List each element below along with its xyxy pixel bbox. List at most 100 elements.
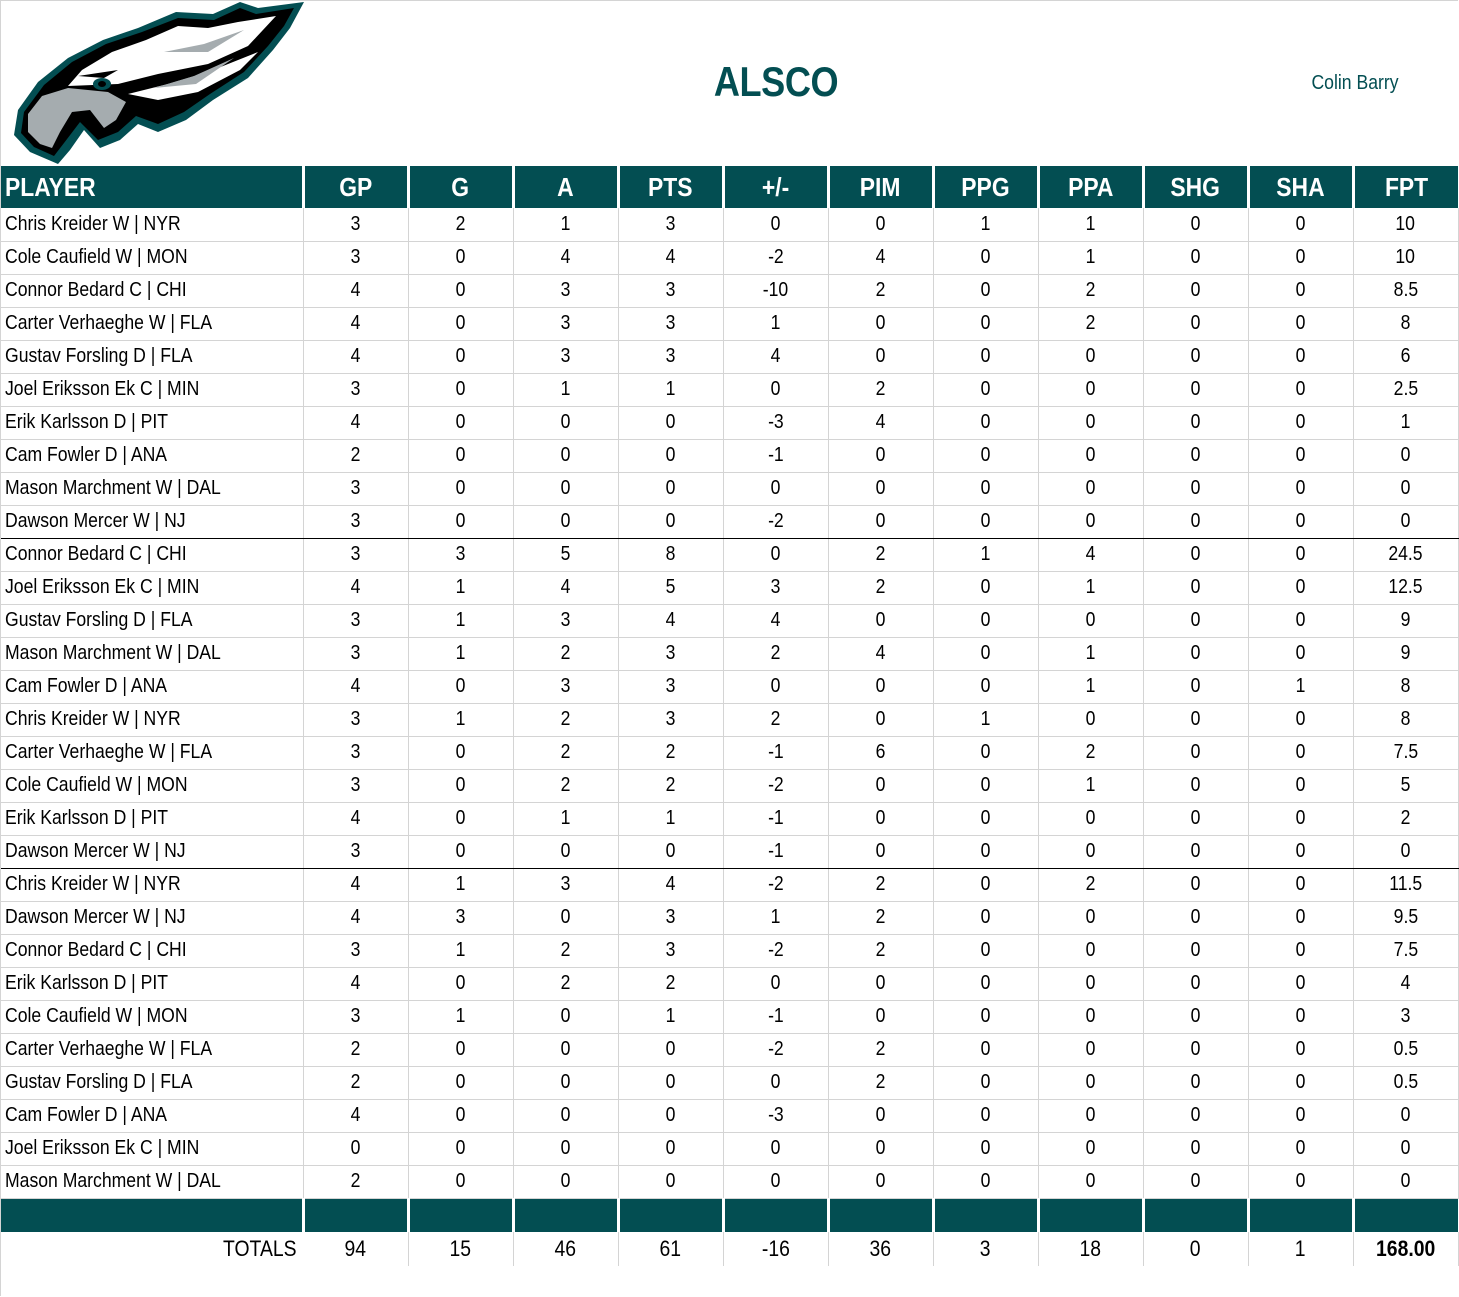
stat-value: 0 xyxy=(980,378,991,400)
cell-plus-minus: -2 xyxy=(723,934,829,968)
stat-value: -3 xyxy=(767,411,784,433)
stat-value: 0 xyxy=(875,840,886,862)
stat-value: 0.5 xyxy=(1393,1071,1418,1093)
stat-value: 0 xyxy=(560,1071,571,1093)
cell-a: 1 xyxy=(513,373,619,407)
stat-value: 0 xyxy=(1400,444,1411,466)
table-row: Mason Marchment W | DAL 2 0 0 0 0 0 0 0 0 0 0 xyxy=(1,1165,1459,1199)
cell-ppg: 0 xyxy=(933,967,1039,1001)
cell-plus-minus: 0 xyxy=(723,472,829,506)
stat-value: 0 xyxy=(665,1170,676,1192)
stat-value: 0 xyxy=(1190,807,1201,829)
stat-value: 0 xyxy=(770,1170,781,1192)
stat-value: 2 xyxy=(560,708,571,730)
cell-fpt: 1 xyxy=(1353,406,1459,440)
stat-value: 0 xyxy=(1085,1038,1096,1060)
total-value: 0 xyxy=(1190,1236,1201,1261)
total-value: 15 xyxy=(449,1236,472,1261)
stat-value: 0 xyxy=(350,1137,361,1159)
cell-ppa: 0 xyxy=(1038,967,1144,1001)
stat-value: 3 xyxy=(560,873,571,895)
cell-sha: 0 xyxy=(1248,307,1354,341)
cell-fpt: 0 xyxy=(1353,835,1459,869)
cell-fpt: 5 xyxy=(1353,769,1459,803)
stat-value: 0 xyxy=(1085,1005,1096,1027)
stat-value: 4 xyxy=(350,972,361,994)
cell-plus-minus: 0 xyxy=(723,208,829,242)
cell-ppa: 0 xyxy=(1038,934,1144,968)
total-ppg: 3 xyxy=(933,1232,1039,1266)
cell-ppg: 1 xyxy=(933,208,1039,242)
player-name: Connor Bedard C | CHI xyxy=(5,939,187,961)
stat-value: 0 xyxy=(875,444,886,466)
total-value: 36 xyxy=(869,1236,892,1261)
cell-sha: 0 xyxy=(1248,1132,1354,1166)
cell-ppa: 1 xyxy=(1038,571,1144,605)
stat-value: 2 xyxy=(875,1038,886,1060)
cell-plus-minus: -1 xyxy=(723,1000,829,1034)
column-header-ppa: PPA xyxy=(1038,166,1145,208)
cell-g: 1 xyxy=(408,934,514,968)
stat-value: 0 xyxy=(1295,279,1306,301)
stat-value: 0 xyxy=(560,1170,571,1192)
stat-value: 4 xyxy=(350,1104,361,1126)
stat-value: 2 xyxy=(770,708,781,730)
table-row: Cole Caufield W | MON 3 0 2 2 -2 0 0 1 0 0 5 xyxy=(1,769,1459,803)
cell-player: Connor Bedard C | CHI xyxy=(1,274,304,308)
stat-value: 1 xyxy=(1295,675,1306,697)
player-name: Cole Caufield W | MON xyxy=(5,246,188,268)
divider-cell xyxy=(1353,1198,1458,1232)
cell-gp: 4 xyxy=(303,274,409,308)
stat-value: 0 xyxy=(560,906,571,928)
stat-value: 3 xyxy=(560,609,571,631)
stat-value: 0 xyxy=(455,675,466,697)
stat-value: 0 xyxy=(455,444,466,466)
stat-value: 0 xyxy=(1295,345,1306,367)
stat-value: 2 xyxy=(875,939,886,961)
cell-gp: 3 xyxy=(303,934,409,968)
stat-value: 4 xyxy=(1085,543,1096,565)
stat-value: 0 xyxy=(1190,972,1201,994)
stat-value: 0 xyxy=(455,510,466,532)
stat-value: -2 xyxy=(767,939,784,961)
cell-ppg: 0 xyxy=(933,1165,1039,1199)
column-header-label: PLAYER xyxy=(5,171,96,202)
cell-g: 1 xyxy=(408,604,514,638)
stat-value: 0 xyxy=(455,741,466,763)
cell-pim: 0 xyxy=(828,472,934,506)
stat-value: 0 xyxy=(980,1005,991,1027)
player-name: Gustav Forsling D | FLA xyxy=(5,345,193,367)
cell-pim: 6 xyxy=(828,736,934,770)
cell-pim: 0 xyxy=(828,505,934,539)
cell-pts: 0 xyxy=(618,472,724,506)
cell-pts: 0 xyxy=(618,439,724,473)
cell-pim: 0 xyxy=(828,1165,934,1199)
stat-value: 3 xyxy=(455,906,466,928)
cell-a: 0 xyxy=(513,1132,619,1166)
cell-sha: 0 xyxy=(1248,373,1354,407)
cell-shg: 0 xyxy=(1143,868,1249,902)
stat-value: -1 xyxy=(767,807,784,829)
stat-value: 0 xyxy=(1190,741,1201,763)
stat-value: 0 xyxy=(1295,212,1306,235)
cell-ppa: 0 xyxy=(1038,505,1144,539)
stat-value: 0 xyxy=(455,279,466,301)
player-name: Dawson Mercer W | NJ xyxy=(5,906,186,928)
stat-value: 0 xyxy=(1295,543,1306,565)
stat-value: 0 xyxy=(1295,840,1306,862)
cell-pts: 0 xyxy=(618,406,724,440)
stat-value: 0 xyxy=(665,1071,676,1093)
stat-value: -2 xyxy=(767,246,784,268)
stat-value: 0 xyxy=(875,1170,886,1192)
stat-value: 0 xyxy=(1085,840,1096,862)
cell-plus-minus: -2 xyxy=(723,505,829,539)
total-shg: 0 xyxy=(1143,1232,1249,1266)
cell-gp: 3 xyxy=(303,769,409,803)
table-row: Joel Eriksson Ek C | MIN 3 0 1 1 0 2 0 0 0 0 2.5 xyxy=(1,373,1459,407)
cell-ppa: 0 xyxy=(1038,703,1144,737)
stat-value: 0 xyxy=(1085,510,1096,532)
cell-player: Chris Kreider W | NYR xyxy=(1,868,304,902)
stat-value: 12.5 xyxy=(1388,576,1423,598)
cell-pts: 0 xyxy=(618,1066,724,1100)
stat-value: 0 xyxy=(875,345,886,367)
